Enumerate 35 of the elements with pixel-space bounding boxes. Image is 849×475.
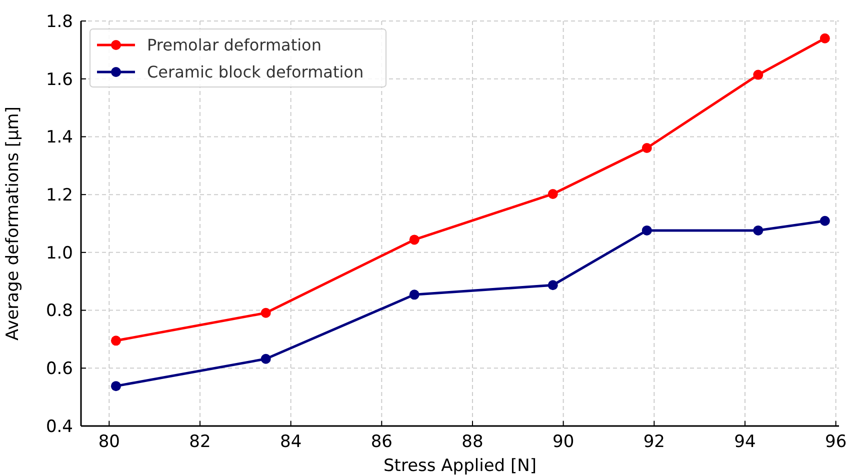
point [260,308,271,318]
y-axis-title: Average deformations [μm] [3,106,23,340]
legend-label: Ceramic block deformation [147,62,364,82]
x-tick-label: 92 [643,432,665,452]
x-tick-label: 96 [825,432,847,452]
point [548,188,558,199]
point [409,234,420,245]
point [260,354,271,364]
y-tick-label: 1.4 [46,128,73,148]
x-tick-label: 80 [98,432,120,452]
point [110,381,121,392]
y-tick-label: 1.6 [46,70,73,90]
y-tick-label: 1.8 [46,12,73,32]
legend-label: Premolar deformation [147,36,322,55]
y-tick-label: 1.0 [46,243,73,264]
x-tick-label: 88 [462,432,484,452]
point [753,70,764,80]
y-tick-label: 0.4 [46,416,73,437]
point [548,280,558,290]
point [642,142,652,153]
y-tick-label: 0.6 [46,359,73,380]
point [642,225,652,236]
point [820,216,830,226]
x-tick-label: 94 [734,432,756,452]
x-tick-label: 82 [189,432,211,452]
y-tick-label: 1.2 [46,186,73,206]
x-tick-label: 84 [280,432,302,452]
point [409,290,420,300]
y-tick-label: 0.8 [46,301,73,322]
x-tick-label: 86 [370,432,392,452]
point [753,225,764,236]
x-axis-title: Stress Applied [N] [384,456,536,475]
x-tick-label: 90 [552,432,574,452]
point [820,33,830,44]
point [110,336,121,346]
